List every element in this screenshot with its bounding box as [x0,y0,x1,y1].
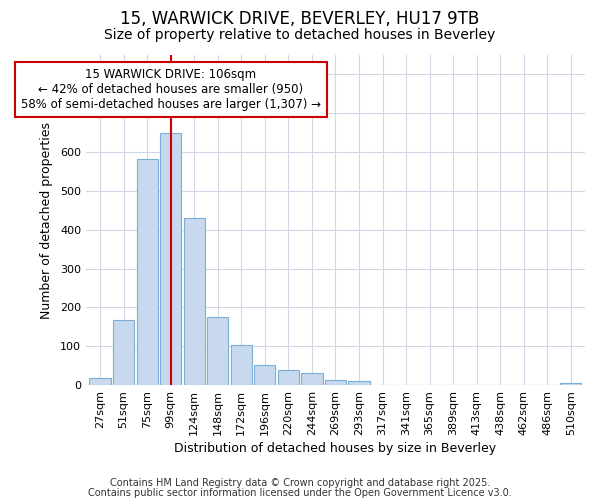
Text: 15 WARWICK DRIVE: 106sqm
← 42% of detached houses are smaller (950)
58% of semi-: 15 WARWICK DRIVE: 106sqm ← 42% of detach… [21,68,321,111]
Text: 15, WARWICK DRIVE, BEVERLEY, HU17 9TB: 15, WARWICK DRIVE, BEVERLEY, HU17 9TB [121,10,479,28]
Bar [137,158,158,385]
X-axis label: Distribution of detached houses by size in Beverley: Distribution of detached houses by size … [175,442,497,455]
Bar [560,382,581,385]
Bar [89,378,110,385]
Bar [301,372,323,385]
Bar [231,345,252,385]
Bar [349,381,370,385]
Bar [184,218,205,385]
Text: Contains public sector information licensed under the Open Government Licence v3: Contains public sector information licen… [88,488,512,498]
Bar [113,320,134,385]
Bar [278,370,299,385]
Text: Size of property relative to detached houses in Beverley: Size of property relative to detached ho… [104,28,496,42]
Bar [325,380,346,385]
Y-axis label: Number of detached properties: Number of detached properties [40,122,53,318]
Bar [160,134,181,385]
Bar [254,365,275,385]
Bar [207,317,229,385]
Text: Contains HM Land Registry data © Crown copyright and database right 2025.: Contains HM Land Registry data © Crown c… [110,478,490,488]
